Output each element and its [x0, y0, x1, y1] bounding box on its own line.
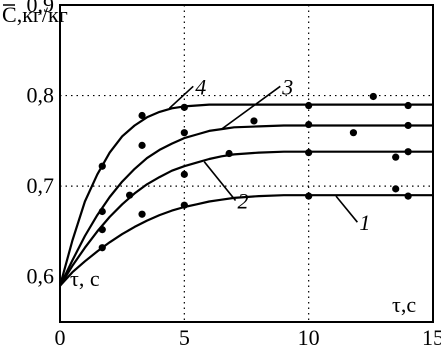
data-point-1 — [180, 201, 188, 209]
x-tick-label: 15 — [422, 325, 441, 350]
data-point-2 — [392, 185, 400, 193]
data-point-3 — [349, 129, 358, 137]
data-point-4 — [138, 111, 146, 120]
inner-label: τ, с — [70, 266, 100, 291]
data-point-1 — [98, 244, 106, 252]
data-point-3 — [404, 121, 412, 130]
y-tick-label: 0,9 — [27, 0, 55, 17]
y-tick-label: 0,6 — [27, 264, 55, 289]
data-point-3 — [180, 129, 188, 137]
grid-lines — [60, 5, 433, 322]
curve-labels: 1 2 3 4 — [195, 74, 370, 235]
curve-label-2: 2 — [238, 188, 249, 213]
tick-labels: 0 5 10 15 0,6 0,7 0,8 0,9 — [27, 0, 441, 350]
data-point-1 — [138, 210, 146, 218]
curve-label-1: 1 — [359, 210, 370, 235]
plot-frame — [59, 4, 434, 323]
curve-label-leader-2 — [203, 161, 237, 201]
x-tick-label: 10 — [298, 325, 320, 350]
data-point-4 — [180, 103, 188, 111]
data-point-3 — [98, 207, 106, 216]
y-tick-label: 0,8 — [27, 83, 55, 108]
x-axis-label: τ,с — [392, 292, 416, 317]
y-axis-label: C,кг/кг — [2, 2, 68, 27]
data-point-3 — [392, 153, 400, 161]
y-tick-label: 0,7 — [27, 173, 55, 198]
x-tick-label: 5 — [179, 325, 190, 350]
data-points — [98, 92, 412, 252]
data-point-4 — [98, 162, 106, 170]
data-point-2 — [126, 191, 134, 199]
curve-label-3: 3 — [281, 74, 293, 99]
data-point-4 — [404, 101, 412, 110]
data-point-3 — [138, 141, 146, 149]
curve-label-leader-1 — [335, 195, 358, 223]
curve-label-leader-4 — [168, 85, 194, 109]
curve-label-4: 4 — [195, 74, 206, 99]
data-point-2 — [404, 148, 412, 156]
data-point-4 — [369, 92, 377, 101]
data-point-1 — [305, 192, 313, 200]
data-point-3 — [250, 117, 258, 125]
data-point-2 — [225, 149, 233, 158]
curve-label-leader-3 — [221, 85, 281, 130]
curve-label-leaders — [168, 85, 358, 223]
data-point-2 — [180, 170, 188, 178]
data-point-1 — [404, 192, 412, 200]
data-point-4 — [305, 101, 313, 110]
data-point-3 — [305, 120, 313, 129]
x-tick-label: 0 — [55, 325, 66, 350]
curve-2 — [59, 150, 433, 287]
data-point-2 — [98, 226, 106, 234]
data-point-2 — [305, 149, 313, 157]
